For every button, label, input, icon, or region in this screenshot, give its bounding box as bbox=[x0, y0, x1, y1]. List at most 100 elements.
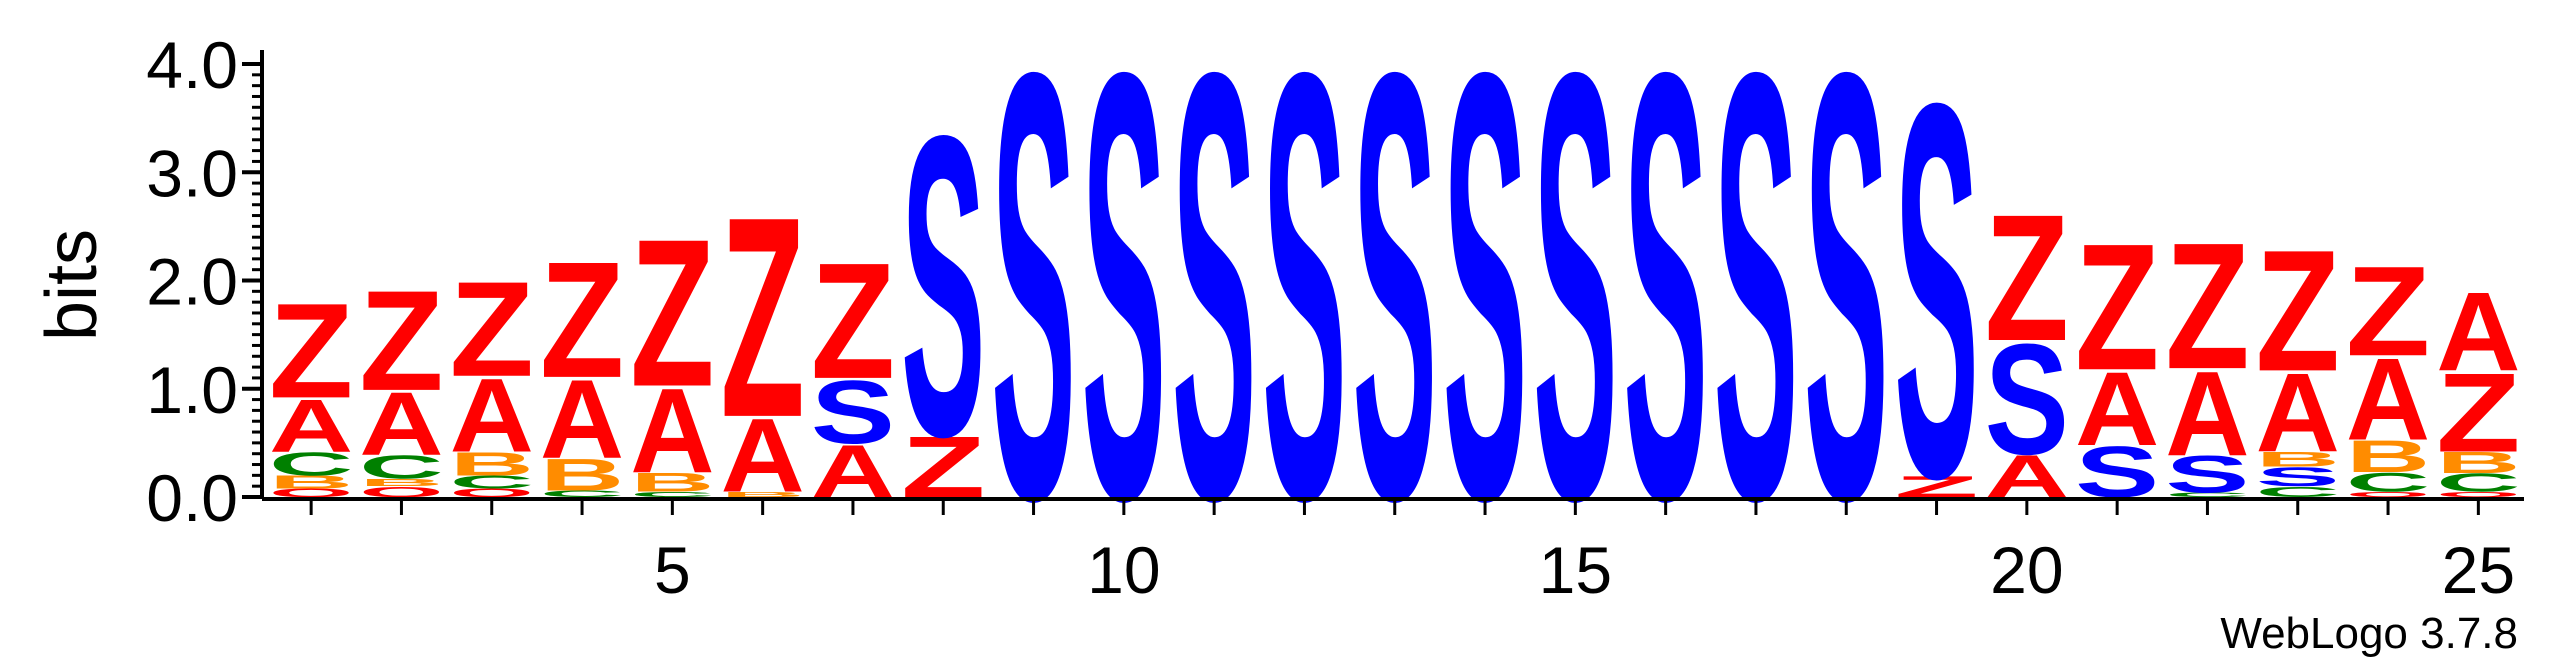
glyph-s: S bbox=[1894, 0, 1978, 590]
glyph-z: Z bbox=[2075, 208, 2159, 409]
glyph-s: S bbox=[2165, 445, 2249, 504]
logo-column-11: S bbox=[1172, 0, 1256, 627]
glyph-s: S bbox=[1172, 0, 1256, 627]
logo-column-20: ASZ bbox=[1985, 178, 2069, 510]
glyph-z: Z bbox=[359, 261, 443, 421]
y-axis-label: bits bbox=[32, 229, 112, 341]
glyph-c: C bbox=[2165, 492, 2249, 499]
glyph-s: S bbox=[991, 0, 1075, 627]
glyph-z: Z bbox=[1985, 178, 2069, 379]
logo-column-18: S bbox=[1804, 0, 1888, 627]
glyph-c: C bbox=[2256, 483, 2340, 500]
glyph-a: A bbox=[630, 365, 714, 499]
y-tick-label: 0.0 bbox=[146, 461, 238, 535]
glyph-s: S bbox=[1082, 0, 1166, 627]
weblogo-version-label: WebLogo 3.7.8 bbox=[2220, 609, 2518, 658]
glyph-z: Z bbox=[721, 157, 805, 477]
glyph-s: S bbox=[811, 362, 895, 462]
glyph-s: S bbox=[1262, 0, 1346, 627]
glyph-b: B bbox=[359, 477, 443, 489]
glyph-z: Z bbox=[2346, 241, 2430, 383]
glyph-a: A bbox=[2256, 350, 2340, 476]
y-tick-label: 4.0 bbox=[146, 28, 238, 102]
logo-column-21: SAZ bbox=[2075, 208, 2159, 513]
glyph-s: S bbox=[1533, 0, 1617, 627]
logo-column-7: ASZ bbox=[811, 229, 895, 513]
x-tick-label: 10 bbox=[1087, 533, 1160, 607]
x-axis: 5 10 15 20 25 bbox=[262, 497, 2524, 607]
glyph-z: Z bbox=[811, 229, 895, 414]
logo-column-14: S bbox=[1443, 0, 1527, 627]
glyph-a: A bbox=[540, 357, 624, 483]
logo-column-10: S bbox=[1082, 0, 1166, 627]
glyph-c: C bbox=[2436, 469, 2520, 497]
glyph-b: B bbox=[2346, 431, 2430, 481]
glyph-a: A bbox=[450, 356, 534, 474]
x-tick-label: 5 bbox=[654, 533, 691, 607]
logo-column-8: ZS bbox=[901, 46, 985, 525]
logo-column-15: S bbox=[1533, 0, 1617, 627]
glyph-q: Q bbox=[2346, 490, 2430, 498]
glyph-a: A bbox=[2075, 349, 2159, 467]
y-tick-label: 2.0 bbox=[146, 245, 238, 319]
x-tick-label: 25 bbox=[2442, 533, 2515, 607]
glyph-a: A bbox=[269, 383, 353, 467]
glyph-a: A bbox=[2346, 333, 2430, 464]
glyph-b: B bbox=[2436, 446, 2520, 480]
glyph-a: A bbox=[359, 374, 443, 474]
glyph-a: A bbox=[721, 396, 805, 514]
glyph-z: Z bbox=[2256, 214, 2340, 407]
glyph-q: Q bbox=[269, 486, 353, 499]
glyph-b: B bbox=[450, 446, 534, 483]
glyph-s: S bbox=[1624, 0, 1708, 627]
glyph-s: S bbox=[1353, 0, 1437, 627]
glyph-b: B bbox=[721, 490, 805, 498]
glyph-q: Q bbox=[359, 484, 443, 501]
y-tick-label: 3.0 bbox=[146, 136, 238, 210]
glyph-a: A bbox=[2436, 269, 2520, 395]
x-tick-label: 15 bbox=[1539, 533, 1612, 607]
glyph-z: Z bbox=[2436, 350, 2520, 476]
glyph-q: Q bbox=[2436, 490, 2520, 498]
logo-column-19: ZS bbox=[1894, 0, 1978, 590]
logo-column-6: BAZ bbox=[721, 157, 805, 514]
y-axis: 0.0 1.0 2.0 3.0 4.0 bits bbox=[32, 28, 264, 535]
glyph-b: B bbox=[269, 472, 353, 492]
glyph-c: C bbox=[450, 472, 534, 492]
glyph-c: C bbox=[630, 490, 714, 498]
y-tick-label: 1.0 bbox=[146, 353, 238, 427]
glyph-b: B bbox=[630, 467, 714, 497]
logo-column-9: S bbox=[991, 0, 1075, 627]
glyph-z: Z bbox=[450, 253, 534, 404]
glyph-z: Z bbox=[269, 275, 353, 426]
glyph-q: Q bbox=[450, 486, 534, 499]
x-ticks: 5 10 15 20 25 bbox=[309, 499, 2515, 607]
glyph-s: S bbox=[1714, 0, 1798, 627]
glyph-s: S bbox=[901, 46, 985, 525]
glyph-s: S bbox=[1985, 312, 2069, 488]
glyph-c: C bbox=[540, 489, 624, 499]
glyph-b: B bbox=[540, 450, 624, 500]
logo-column-12: S bbox=[1262, 0, 1346, 627]
glyph-a: A bbox=[2165, 347, 2249, 481]
logo-column-13: S bbox=[1353, 0, 1437, 627]
glyph-s: S bbox=[2256, 462, 2340, 492]
glyph-c: C bbox=[269, 446, 353, 483]
glyph-s: S bbox=[1804, 0, 1888, 627]
y-ticks: 0.0 1.0 2.0 3.0 4.0 bbox=[146, 28, 262, 535]
glyph-c: C bbox=[359, 449, 443, 486]
logo-column-16: S bbox=[1624, 0, 1708, 627]
glyph-z: Z bbox=[540, 228, 624, 413]
glyph-z: Z bbox=[2165, 206, 2249, 407]
glyph-s: S bbox=[1443, 0, 1527, 627]
